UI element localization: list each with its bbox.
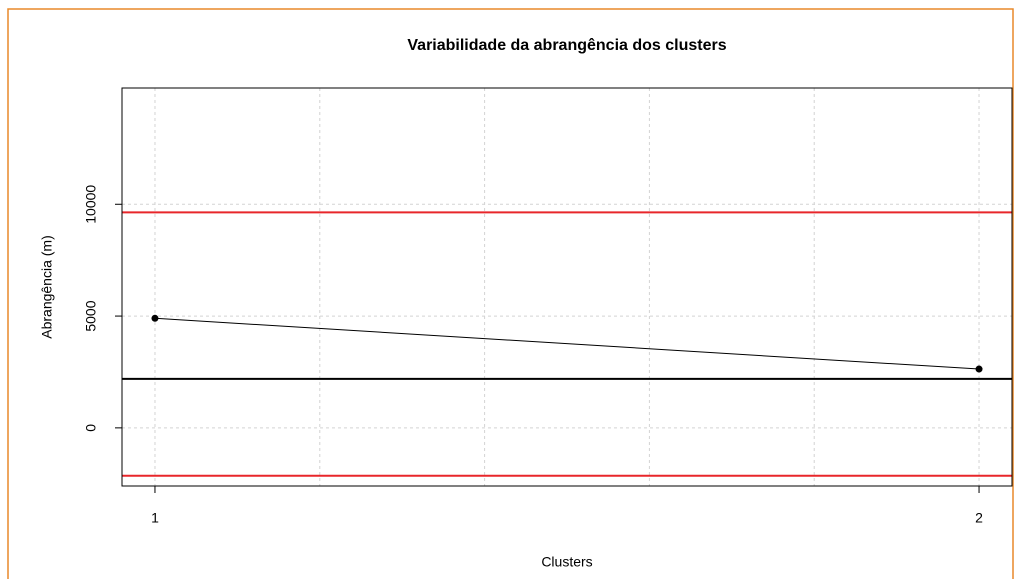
- y-tick-label: 10000: [83, 185, 99, 224]
- chart-title: Variabilidade da abrangência dos cluster…: [407, 37, 726, 54]
- plot-frame: [121, 87, 1013, 487]
- data-point: [151, 314, 159, 322]
- y-tick-label: 5000: [83, 300, 99, 331]
- frame: [7, 8, 1014, 579]
- x-tick-label: 2: [975, 510, 983, 526]
- y-axis-label: Abrangência (m): [39, 235, 55, 339]
- y-tick-label: 0: [83, 424, 99, 432]
- x-tick-label: 1: [151, 510, 159, 526]
- data-line: [154, 317, 980, 370]
- x-axis-label: Clusters: [541, 554, 592, 570]
- data-point: [975, 365, 983, 373]
